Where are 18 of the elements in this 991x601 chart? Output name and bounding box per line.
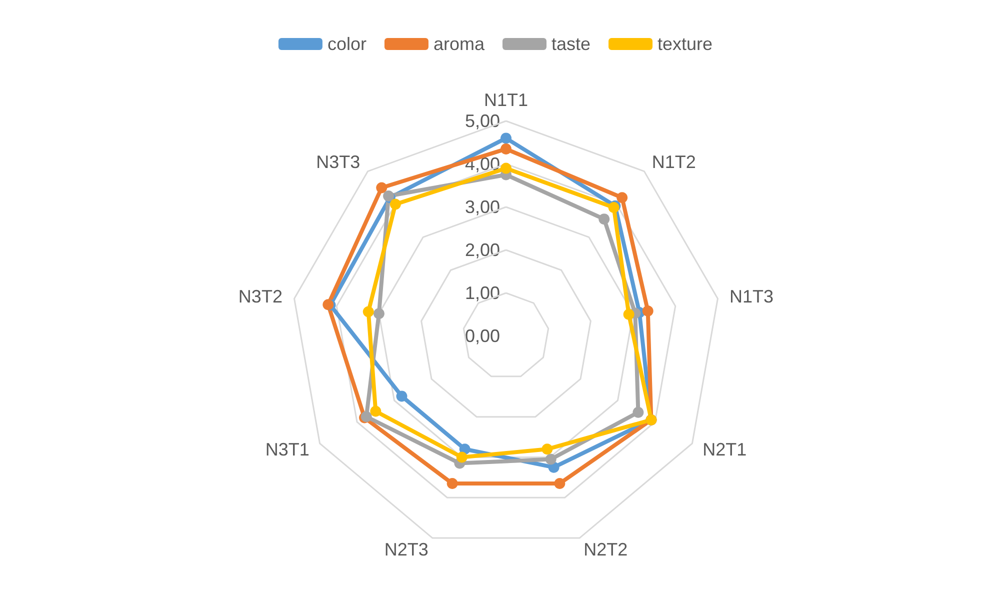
y-tick-label: 5,00 <box>464 111 500 131</box>
legend-label: texture <box>658 34 713 54</box>
spoke-label: N1T2 <box>652 152 696 172</box>
y-tick-label: 3,00 <box>464 197 500 217</box>
legend-label: color <box>327 34 366 54</box>
spoke-label: N2T3 <box>384 539 428 560</box>
spoke-label: N2T2 <box>584 539 628 560</box>
legend-label: taste <box>551 34 591 54</box>
spoke-label: N3T3 <box>316 152 360 172</box>
y-tick-label: 1,00 <box>464 283 500 303</box>
spoke-label: N2T1 <box>702 440 747 460</box>
spoke-label: N1T1 <box>484 90 528 110</box>
spoke-label: N3T2 <box>238 286 282 307</box>
y-tick-label: 0,00 <box>464 326 500 346</box>
y-tick-label: 2,00 <box>464 240 500 260</box>
spoke-label: N3T1 <box>265 440 310 460</box>
legend-label: aroma <box>433 34 486 54</box>
spoke-label: N1T3 <box>730 286 774 307</box>
